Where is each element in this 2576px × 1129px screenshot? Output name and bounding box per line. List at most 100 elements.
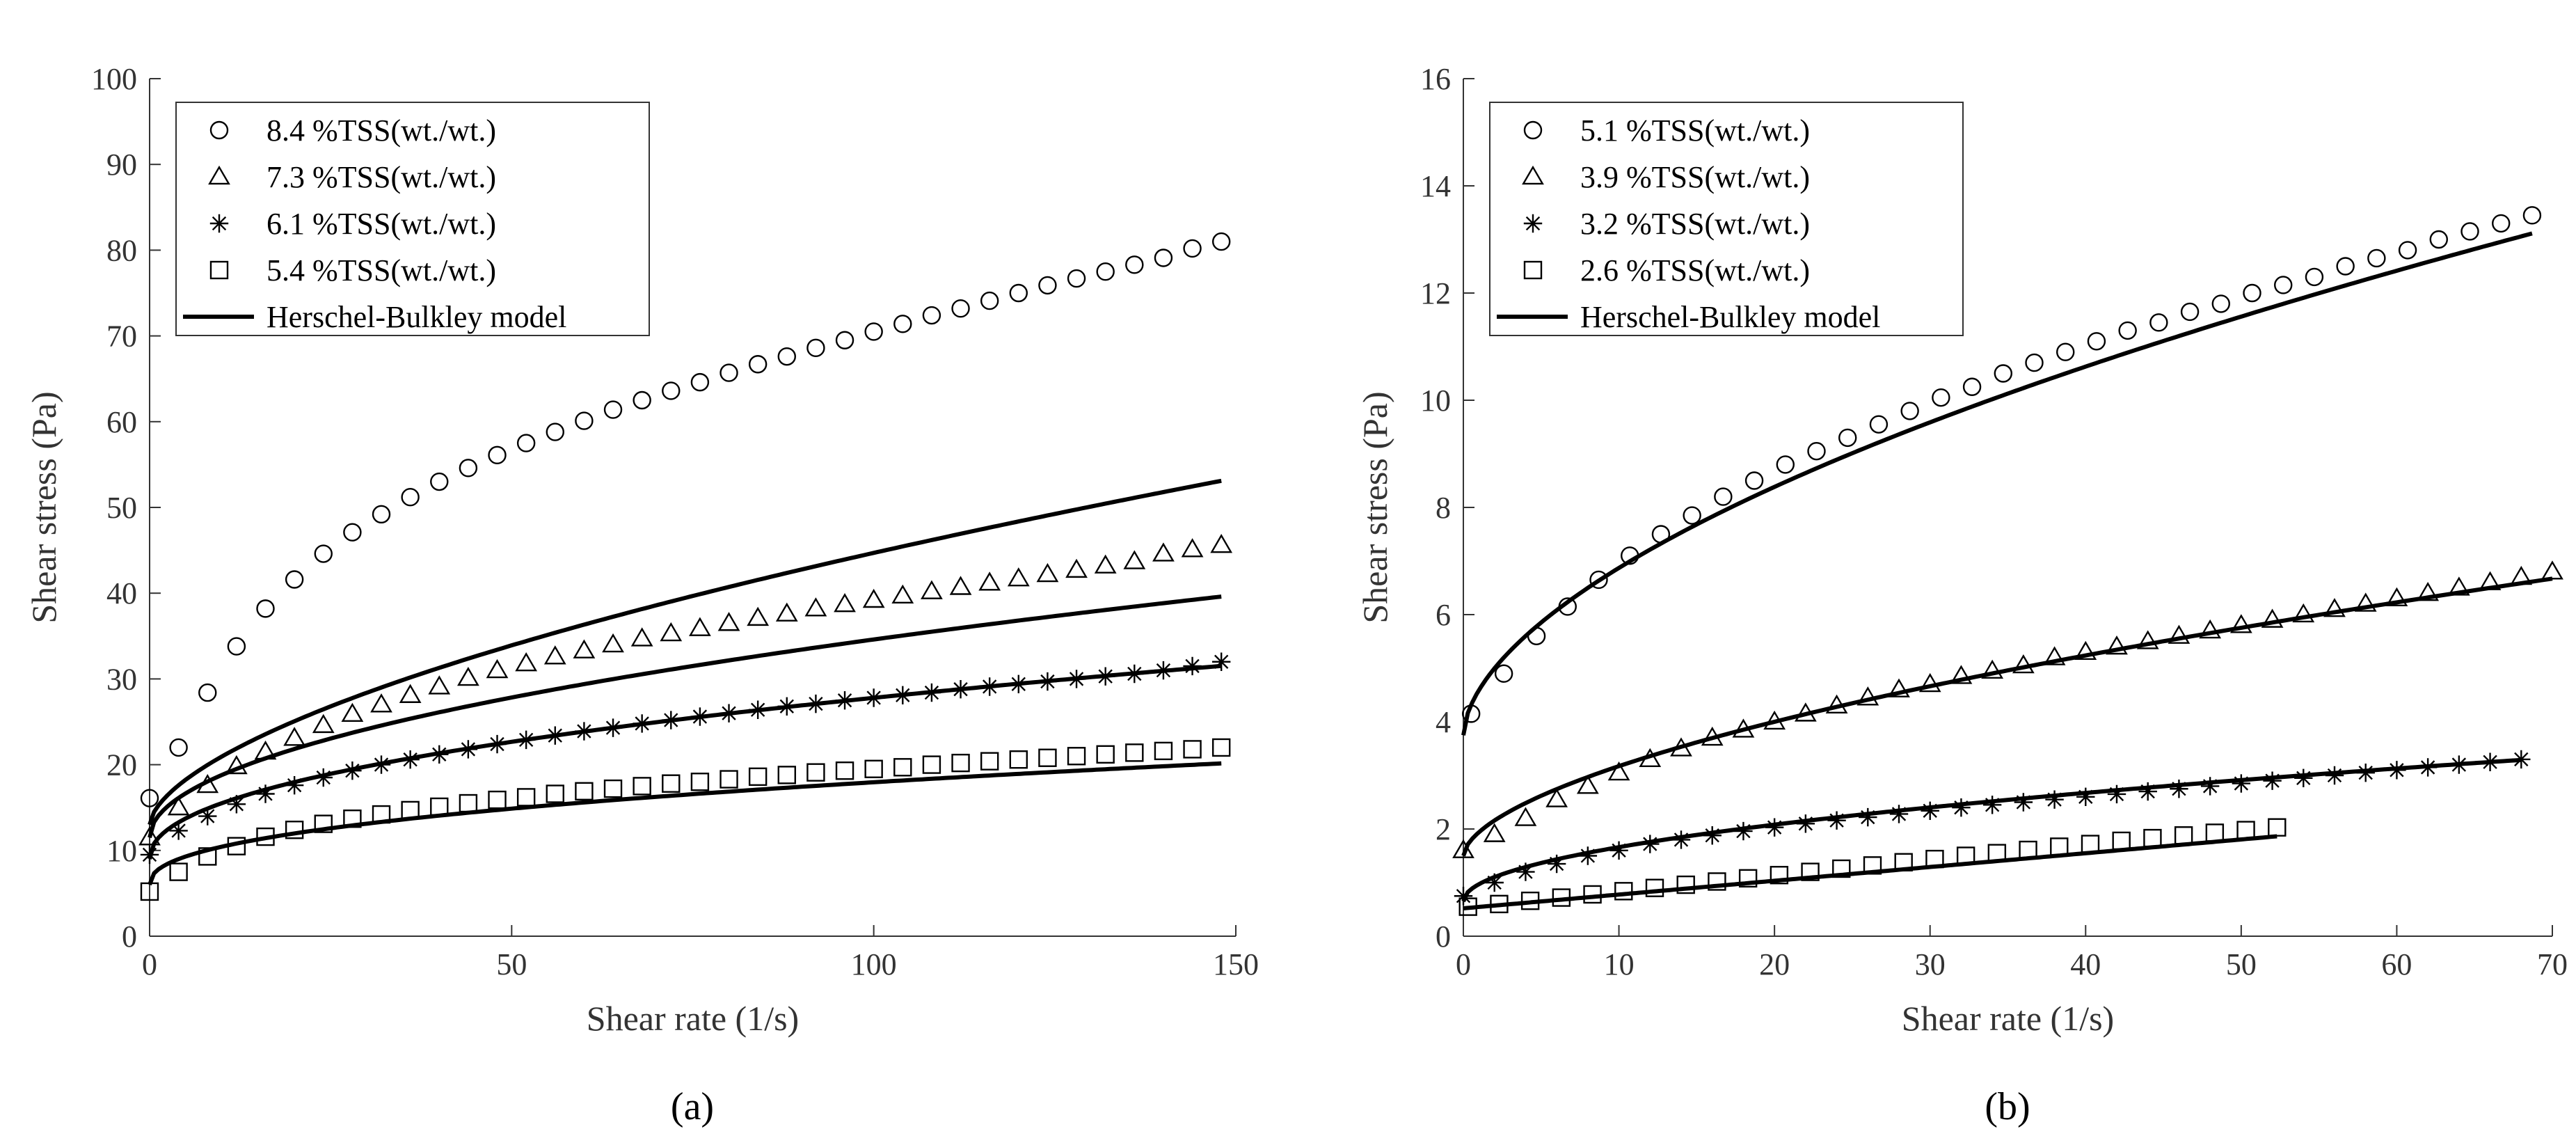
data-point [2087,332,2106,351]
data-point [1007,567,1030,587]
data-point [1065,558,1088,578]
data-point [1183,740,1202,759]
data-point [2522,206,2542,225]
data-point [835,691,854,710]
data-point [2385,587,2408,607]
data-point [1125,255,1144,274]
data-point [2112,831,2131,851]
data-point [2541,560,2563,580]
data-point [951,679,970,699]
data-point [1950,665,1973,684]
legend-label-2: 7.3 %TSS(wt./wt.) [267,160,496,194]
data-point [662,774,681,793]
data-point [2118,321,2137,340]
data-point [1483,823,1506,842]
data-point [1770,866,1789,885]
data-point [2200,777,2220,796]
x-axis-title: Shear rate (1/s) [587,999,799,1038]
data-point [1676,875,1695,894]
data-point [1096,262,1115,281]
model-curve-series-4 [1463,834,2277,910]
data-point [1701,726,1724,746]
data-point [167,796,190,816]
data-series-3 [1454,750,2531,906]
x-tick-label: 0 [142,947,157,981]
chart-panel-b: 0 10 20 30 40 50 60 70 0 2 4 6 8 10 12 14 16 Shear rate (… [1355,62,2568,1128]
data-point [370,693,392,713]
data-point [1651,525,1671,544]
data-point [893,315,912,333]
y-tick-label: 16 [1420,62,1451,96]
legend-model-label: Herschel-Bulkley model [1580,300,1880,334]
data-point [2449,755,2469,774]
data-series-1 [1461,206,2542,723]
data-point [748,355,768,374]
data-point [2138,782,2157,801]
data-point [1956,846,1975,865]
data-point [457,666,479,686]
data-point [1832,859,1851,878]
data-point [1458,897,1477,916]
legend-marker-3 [209,214,229,233]
data-point [1485,873,1504,892]
data-point [1096,745,1115,764]
data-point [1211,738,1231,757]
data-point [430,797,449,816]
data-point [2336,257,2355,276]
data-point [1154,661,1173,680]
data-point [2481,752,2499,771]
data-point [314,544,333,563]
data-point [1125,664,1144,684]
data-series-4 [1458,818,2287,916]
data-point [1621,546,1639,565]
data-point [2447,576,2470,596]
data-point [1869,415,1889,434]
data-point [662,711,681,729]
legend-marker-4 [209,260,229,280]
model-curve-series-1 [148,478,1222,826]
data-point [341,702,364,723]
x-tick-label: 20 [1759,947,1790,981]
data-point [343,523,362,542]
legend-marker-4 [1523,260,1543,280]
data-point [428,675,451,695]
data-point [1152,542,1175,562]
data-point [1096,667,1115,686]
data-point [1708,872,1726,891]
data-point [1036,562,1059,583]
data-point [806,694,825,713]
data-point [2168,624,2191,644]
data-point [2107,784,2126,804]
x-tick-label: 50 [496,947,527,981]
data-point [399,684,422,703]
data-point [660,622,683,642]
data-point [1211,232,1231,251]
data-point [198,683,217,702]
data-point [2149,313,2168,332]
data-point [2292,603,2315,623]
data-point [1859,807,1877,827]
x-tick-label: 50 [2226,947,2257,981]
data-point [1094,554,1117,574]
data-point [573,639,596,658]
y-tick-label: 10 [106,834,137,868]
data-point [603,400,623,419]
data-point [719,770,738,789]
model-curve-series-2 [148,594,1222,839]
data-point [2229,614,2252,633]
data-point [1645,878,1664,897]
data-point [1714,487,1733,506]
model-curve-series-1 [1461,231,2533,736]
data-point [748,700,768,719]
data-point [343,761,362,780]
data-point [949,576,972,595]
data-point [775,602,798,622]
data-point [1461,704,1481,723]
data-point [922,683,941,702]
data-point [430,472,449,491]
data-point [2180,302,2200,322]
data-point [140,789,159,807]
x-tick-label: 0 [1456,947,1471,981]
x-axis-title: Shear rate (1/s) [1902,999,2114,1038]
data-point [1545,788,1568,807]
